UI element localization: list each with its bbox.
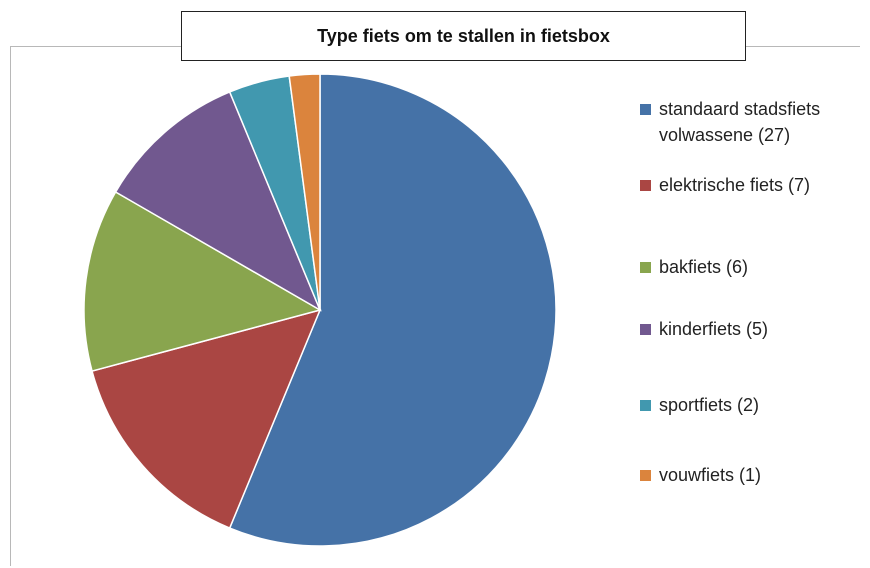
legend-swatch [640, 470, 651, 481]
pie-slice-6 [288, 73, 321, 311]
legend-label: elektrische fiets (7) [659, 175, 811, 195]
legend-item: standaard stadsfiets volwassene (27) [640, 96, 859, 148]
legend-label: sportfiets (2) [659, 395, 760, 415]
pie-slice-4 [114, 90, 322, 312]
legend-swatch [640, 400, 651, 411]
legend-swatch [640, 324, 651, 335]
legend-swatch [640, 104, 651, 115]
legend-swatch [640, 180, 651, 191]
legend-label: bakfiets (6) [659, 257, 749, 277]
legend-item: vouwfiets (1) [640, 462, 761, 488]
legend-item: elektrische fiets (7) [640, 172, 810, 198]
legend-label: kinderfiets (5) [659, 319, 769, 339]
pie-slice-2 [91, 308, 322, 530]
pie-slice-3 [83, 190, 322, 372]
pie-slice-1 [228, 73, 557, 547]
legend-label: standaard stadsfiets volwassene (27) [659, 99, 821, 145]
legend-label: vouwfiets (1) [659, 465, 762, 485]
legend-item: sportfiets (2) [640, 392, 759, 418]
legend-item: bakfiets (6) [640, 254, 748, 280]
chart-title: Type fiets om te stallen in fietsbox [181, 11, 746, 61]
legend-swatch [640, 262, 651, 273]
legend-item: kinderfiets (5) [640, 316, 768, 342]
